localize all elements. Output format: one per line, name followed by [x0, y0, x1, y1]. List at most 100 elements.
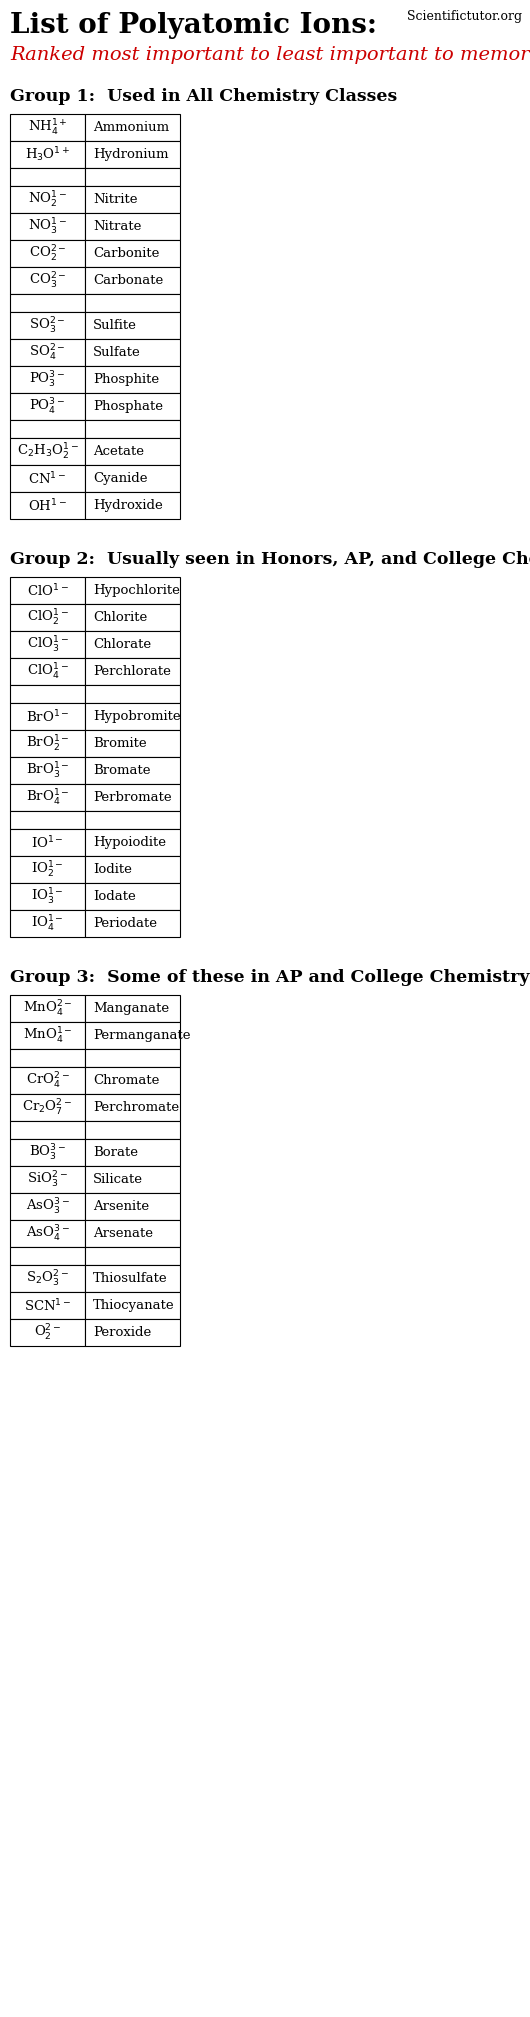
Bar [85, 266, 180, 294]
Bar [85, 1247, 180, 1265]
Text: NO$_3^{1-}$: NO$_3^{1-}$ [28, 216, 67, 236]
Text: Ammonium: Ammonium [93, 121, 169, 133]
Bar [10, 855, 85, 883]
Text: Group 3:  Some of these in AP and College Chemistry: Group 3: Some of these in AP and College… [10, 968, 529, 986]
Text: Thiocyanate: Thiocyanate [93, 1299, 174, 1311]
Bar [85, 1049, 180, 1067]
Text: Sulfite: Sulfite [93, 319, 137, 333]
Text: Silicate: Silicate [93, 1174, 143, 1186]
Text: ClO$_4^{1-}$: ClO$_4^{1-}$ [26, 662, 68, 682]
Bar [10, 1319, 85, 1345]
Bar [85, 1166, 180, 1192]
Text: ClO$_3^{1-}$: ClO$_3^{1-}$ [26, 635, 68, 656]
Bar [85, 115, 180, 141]
Bar [85, 704, 180, 730]
Text: Scientifictutor.org: Scientifictutor.org [407, 10, 522, 22]
Text: Arsenite: Arsenite [93, 1200, 149, 1212]
Text: NH$_4^{1+}$: NH$_4^{1+}$ [28, 117, 67, 137]
Bar [85, 466, 180, 492]
Bar [10, 1293, 85, 1319]
Text: BrO$_2^{1-}$: BrO$_2^{1-}$ [26, 734, 69, 754]
Bar [85, 1220, 180, 1247]
Bar [85, 313, 180, 339]
Bar [10, 420, 85, 438]
Bar [85, 1140, 180, 1166]
Bar [85, 438, 180, 466]
Bar [10, 186, 85, 214]
Bar [10, 1067, 85, 1093]
Text: Phosphite: Phosphite [93, 373, 159, 385]
Text: SiO$_3^{2-}$: SiO$_3^{2-}$ [27, 1170, 68, 1190]
Bar [10, 214, 85, 240]
Bar [10, 1247, 85, 1265]
Bar [10, 686, 85, 704]
Bar [85, 855, 180, 883]
Bar [10, 1023, 85, 1049]
Text: PO$_3^{3-}$: PO$_3^{3-}$ [29, 369, 66, 389]
Bar [85, 186, 180, 214]
Text: Hydroxide: Hydroxide [93, 498, 163, 512]
Text: Acetate: Acetate [93, 446, 144, 458]
Text: AsO$_4^{3-}$: AsO$_4^{3-}$ [25, 1224, 69, 1244]
Text: Manganate: Manganate [93, 1002, 169, 1015]
Bar [10, 1121, 85, 1140]
Text: C$_2$H$_3$O$_2^{1-}$: C$_2$H$_3$O$_2^{1-}$ [16, 442, 78, 462]
Text: SCN$^{1-}$: SCN$^{1-}$ [24, 1297, 71, 1313]
Text: Bromite: Bromite [93, 736, 147, 750]
Bar [10, 1166, 85, 1192]
Text: CO$_2^{2-}$: CO$_2^{2-}$ [29, 244, 66, 264]
Bar [85, 167, 180, 186]
Text: BrO$^{1-}$: BrO$^{1-}$ [26, 708, 69, 724]
Bar [85, 393, 180, 420]
Text: Group 1:  Used in All Chemistry Classes: Group 1: Used in All Chemistry Classes [10, 89, 398, 105]
Text: PO$_4^{3-}$: PO$_4^{3-}$ [29, 397, 66, 418]
Bar [10, 829, 85, 855]
Bar [85, 631, 180, 658]
Bar [85, 910, 180, 938]
Bar [85, 730, 180, 756]
Bar [10, 492, 85, 518]
Bar [10, 365, 85, 393]
Text: BO$_3^{3-}$: BO$_3^{3-}$ [29, 1142, 66, 1162]
Text: Carbonate: Carbonate [93, 274, 163, 286]
Text: Arsenate: Arsenate [93, 1226, 153, 1240]
Bar [85, 811, 180, 829]
Text: Iodite: Iodite [93, 863, 132, 875]
Bar [10, 167, 85, 186]
Text: Hypochlorite: Hypochlorite [93, 585, 180, 597]
Text: ClO$^{1-}$: ClO$^{1-}$ [26, 583, 68, 599]
Bar [10, 438, 85, 466]
Bar [10, 1192, 85, 1220]
Text: NO$_2^{1-}$: NO$_2^{1-}$ [28, 190, 67, 210]
Bar [10, 240, 85, 266]
Bar [10, 1220, 85, 1247]
Text: Peroxide: Peroxide [93, 1325, 151, 1339]
Bar [10, 658, 85, 686]
Bar [85, 1093, 180, 1121]
Text: Permanganate: Permanganate [93, 1029, 190, 1043]
Text: IO$_3^{1-}$: IO$_3^{1-}$ [31, 885, 64, 906]
Text: Perchlorate: Perchlorate [93, 666, 171, 678]
Text: Nitrite: Nitrite [93, 194, 137, 206]
Text: Chlorate: Chlorate [93, 637, 151, 651]
Text: Cr$_2$O$_7^{2-}$: Cr$_2$O$_7^{2-}$ [22, 1097, 73, 1117]
Text: Cyanide: Cyanide [93, 472, 147, 484]
Bar [85, 577, 180, 603]
Bar [85, 141, 180, 167]
Text: Carbonite: Carbonite [93, 246, 160, 260]
Text: OH$^{1-}$: OH$^{1-}$ [28, 498, 67, 514]
Text: CrO$_4^{2-}$: CrO$_4^{2-}$ [25, 1071, 69, 1091]
Text: Phosphate: Phosphate [93, 399, 163, 413]
Bar [85, 1265, 180, 1293]
Bar [10, 730, 85, 756]
Text: H$_3$O$^{1+}$: H$_3$O$^{1+}$ [25, 145, 70, 163]
Bar [10, 1093, 85, 1121]
Bar [10, 466, 85, 492]
Text: SO$_4^{2-}$: SO$_4^{2-}$ [29, 343, 66, 363]
Text: Thiosulfate: Thiosulfate [93, 1273, 167, 1285]
Bar [85, 994, 180, 1023]
Text: S$_2$O$_3^{2-}$: S$_2$O$_3^{2-}$ [26, 1269, 69, 1289]
Bar [85, 294, 180, 313]
Bar [10, 294, 85, 313]
Bar [10, 994, 85, 1023]
